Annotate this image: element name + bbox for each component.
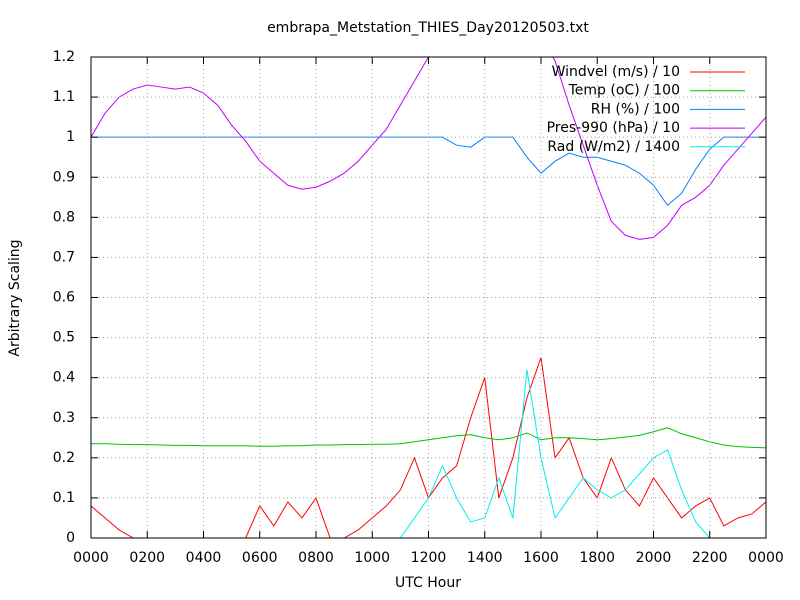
y-tick-label: 0.5 — [53, 330, 75, 346]
x-tick-label: 1000 — [354, 550, 390, 566]
y-tick-label: 0.4 — [53, 370, 75, 386]
plot-border — [90, 56, 767, 539]
x-tick-label: 0400 — [186, 550, 222, 566]
x-tick-label: 0600 — [242, 550, 278, 566]
x-tick-label: 0200 — [129, 550, 165, 566]
x-tick-label: 1800 — [579, 550, 615, 566]
legend-label: Rad (W/m2) / 1400 — [547, 139, 680, 155]
x-tick-label: 1400 — [467, 550, 503, 566]
y-tick-label: 0.6 — [53, 290, 75, 306]
x-tick-label: 0800 — [298, 550, 334, 566]
y-tick-label: 0.7 — [53, 249, 75, 265]
legend-label: Windvel (m/s) / 10 — [552, 64, 680, 80]
x-tick-label: 0000 — [73, 550, 109, 566]
x-tick-label: 1200 — [411, 550, 447, 566]
y-tick-label: 0.2 — [53, 450, 75, 466]
y-tick-label: 0 — [66, 530, 75, 546]
series-line — [91, 357, 766, 538]
x-tick-label: 2200 — [692, 550, 728, 566]
y-tick-label: 1 — [66, 129, 75, 145]
chart-title: embrapa_Metstation_THIES_Day20120503.txt — [267, 20, 589, 36]
y-tick-label: 0.1 — [53, 490, 75, 506]
y-axis-label: Arbitrary Scaling — [7, 239, 23, 356]
y-tick-label: 0.9 — [53, 169, 75, 185]
x-axis-label: UTC Hour — [395, 575, 461, 591]
x-tick-label: 2000 — [636, 550, 672, 566]
y-tick-label: 0.3 — [53, 410, 75, 426]
x-tick-label: 0000 — [748, 550, 784, 566]
y-tick-label: 1.2 — [53, 49, 75, 65]
legend-label: Pres-990 (hPa) / 10 — [547, 120, 680, 136]
y-tick-label: 0.8 — [53, 209, 75, 225]
legend-label: Temp (oC) / 100 — [568, 83, 680, 99]
x-tick-label: 1600 — [523, 550, 559, 566]
legend-label: RH (%) / 100 — [591, 101, 680, 117]
y-tick-label: 1.1 — [53, 89, 75, 105]
